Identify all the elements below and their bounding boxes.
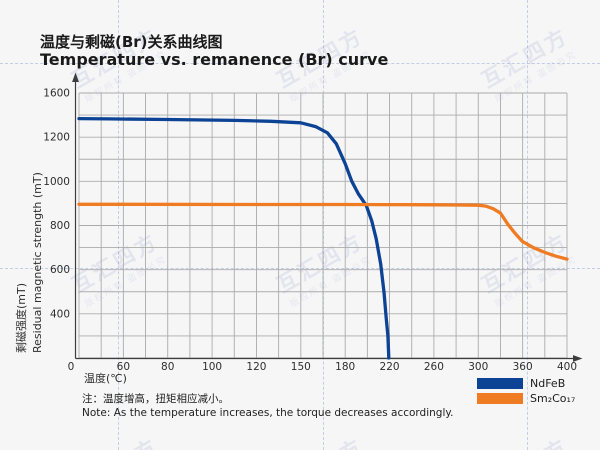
legend-item-sm2co17: Sm₂Co₁₇ [477, 391, 575, 405]
x-tick-label: 220 [380, 361, 400, 373]
x-tick-label: 80 [161, 361, 174, 373]
legend-item-ndfeb: NdFeB [477, 376, 575, 390]
y-tick-label: 1000 [43, 176, 70, 188]
y-tick-label: 600 [50, 264, 70, 276]
x-tick-label: 100 [202, 361, 222, 373]
footnote-english: Note: As the temperature increases, the … [82, 406, 454, 419]
y-tick-label: 800 [50, 220, 70, 232]
x-axis-title: 温度(℃) [84, 372, 127, 385]
x-tick-label: 260 [424, 361, 444, 373]
y-axis-arrow-icon [72, 72, 79, 82]
x-tick-label: 300 [468, 361, 488, 373]
series-curve-smco [77, 202, 569, 261]
x-tick-label: 180 [335, 361, 355, 373]
page-title-chinese: 温度与剩磁(Br)关系曲线图 [40, 33, 223, 51]
legend-label-ndfeb: NdFeB [530, 376, 566, 390]
y-axis-title-english: Residual magnetic strength (mT) [31, 172, 44, 353]
x-tick-label: 120 [246, 361, 266, 373]
x-tick-label: 0 [68, 361, 75, 373]
y-tick-label: 1600 [43, 88, 70, 100]
x-axis-arrow-icon [573, 355, 583, 362]
page-title-english: Temperature vs. remanence (Br) curve [40, 50, 389, 69]
footnote-chinese: 注：温度增高，扭矩相应减小。 [82, 393, 229, 405]
x-tick-label: 150 [291, 361, 311, 373]
legend-swatch-sm2co17 [477, 392, 523, 404]
footnote: 注：温度增高，扭矩相应减小。 Note: As the temperature … [82, 393, 453, 420]
y-tick-label: 400 [50, 308, 70, 320]
x-tick-label: 60 [117, 361, 130, 373]
legend-swatch-ndfeb [477, 377, 523, 389]
y-axis-title-chinese: 剩磁强度(mT) [15, 282, 28, 353]
y-tick-label: 1200 [43, 132, 70, 144]
x-tick-label: 360 [513, 361, 533, 373]
chart-legend: NdFeB Sm₂Co₁₇ [477, 376, 575, 406]
legend-label-sm2co17: Sm₂Co₁₇ [530, 391, 576, 405]
series-curve-ndfeb [77, 116, 391, 360]
x-tick-label: 400 [557, 361, 577, 373]
